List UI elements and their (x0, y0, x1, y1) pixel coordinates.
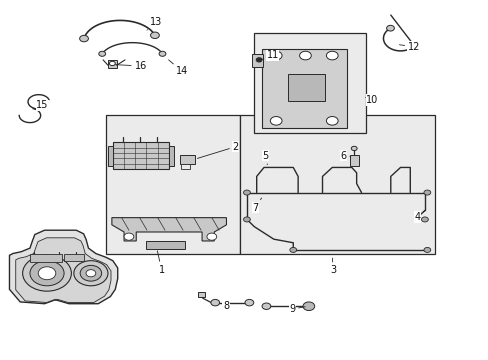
Text: 6: 6 (340, 150, 350, 161)
FancyBboxPatch shape (30, 253, 61, 262)
Text: 14: 14 (168, 60, 188, 76)
FancyBboxPatch shape (288, 74, 325, 101)
Circle shape (256, 58, 262, 62)
Text: 3: 3 (329, 258, 336, 275)
Circle shape (99, 51, 105, 56)
Circle shape (206, 233, 216, 240)
FancyBboxPatch shape (349, 155, 358, 166)
Text: 10: 10 (365, 95, 378, 105)
Circle shape (22, 255, 71, 291)
Polygon shape (16, 238, 111, 302)
Circle shape (109, 61, 115, 66)
FancyBboxPatch shape (108, 146, 113, 166)
Circle shape (270, 51, 282, 60)
FancyBboxPatch shape (198, 292, 204, 297)
FancyBboxPatch shape (113, 142, 168, 169)
FancyBboxPatch shape (146, 241, 184, 249)
FancyBboxPatch shape (105, 116, 239, 253)
FancyBboxPatch shape (64, 254, 83, 261)
Text: 4: 4 (414, 211, 425, 222)
Circle shape (150, 32, 159, 39)
Circle shape (124, 233, 134, 240)
Polygon shape (112, 218, 226, 241)
Text: 11: 11 (261, 50, 278, 60)
FancyBboxPatch shape (180, 154, 194, 164)
Circle shape (423, 247, 430, 252)
Circle shape (421, 217, 427, 222)
FancyBboxPatch shape (181, 164, 189, 169)
Circle shape (423, 190, 430, 195)
Circle shape (350, 146, 356, 150)
FancyBboxPatch shape (254, 33, 366, 134)
Circle shape (244, 300, 253, 306)
Circle shape (159, 51, 165, 56)
Circle shape (210, 300, 219, 306)
Circle shape (270, 117, 282, 125)
Text: 13: 13 (147, 17, 162, 30)
Text: 9: 9 (288, 304, 305, 314)
Circle shape (38, 267, 56, 280)
Text: 7: 7 (252, 198, 261, 213)
Circle shape (243, 190, 250, 195)
Text: 15: 15 (37, 100, 49, 111)
Text: 12: 12 (399, 42, 420, 51)
Circle shape (86, 270, 96, 277)
FancyBboxPatch shape (239, 116, 434, 253)
Text: 16: 16 (115, 61, 146, 71)
FancyBboxPatch shape (261, 49, 346, 128)
Circle shape (74, 261, 108, 286)
Circle shape (386, 25, 394, 31)
Circle shape (80, 35, 88, 42)
Circle shape (410, 44, 416, 48)
Text: 1: 1 (157, 251, 164, 275)
Circle shape (299, 51, 311, 60)
Circle shape (289, 247, 296, 252)
Circle shape (326, 51, 337, 60)
Text: 2: 2 (197, 141, 238, 158)
Circle shape (80, 265, 102, 281)
Circle shape (30, 261, 64, 286)
Circle shape (262, 303, 270, 310)
FancyBboxPatch shape (251, 54, 262, 67)
Circle shape (326, 117, 337, 125)
Text: 5: 5 (262, 150, 268, 165)
Text: 8: 8 (219, 301, 228, 311)
FancyBboxPatch shape (168, 146, 173, 166)
Polygon shape (9, 230, 118, 304)
Circle shape (243, 217, 250, 222)
Circle shape (303, 302, 314, 311)
FancyBboxPatch shape (108, 59, 117, 68)
